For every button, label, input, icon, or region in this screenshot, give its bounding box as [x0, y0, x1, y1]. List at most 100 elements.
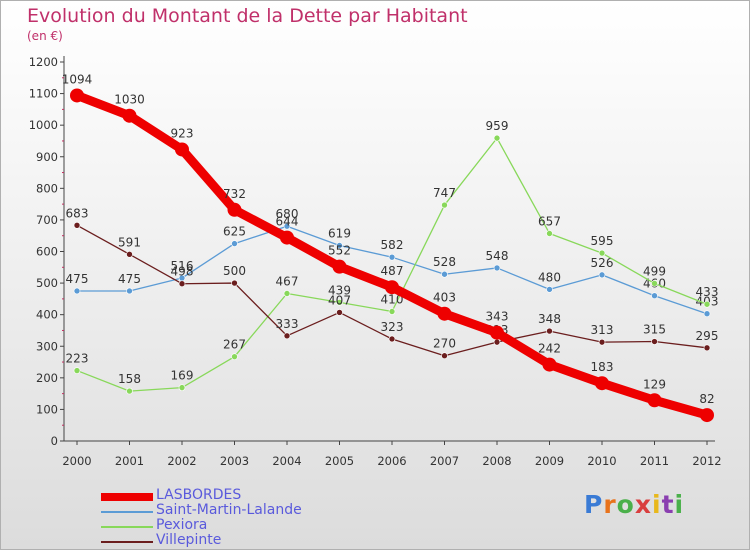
data-label: 959	[486, 119, 509, 133]
data-label: 732	[223, 187, 246, 201]
data-point	[178, 280, 186, 288]
data-label: 223	[66, 352, 89, 366]
legend-label: Saint-Martin-Lalande	[156, 502, 302, 518]
legend-swatch	[101, 526, 153, 528]
data-label: 467	[276, 275, 299, 289]
data-point	[493, 134, 501, 142]
y-tick-label: 300	[36, 339, 58, 353]
data-point	[441, 270, 448, 278]
data-point	[280, 230, 294, 245]
y-tick-label: 1100	[29, 87, 58, 101]
data-point	[388, 335, 396, 343]
data-point	[231, 353, 238, 360]
data-label: 82	[699, 392, 714, 406]
series-lasbordes: 1094 1030 923 732 644 552 487 403 343 242 183 129 82	[62, 72, 715, 423]
data-point	[647, 393, 662, 408]
data-point	[651, 292, 658, 300]
data-point	[703, 344, 711, 352]
x-tick-label: 2002	[167, 454, 196, 468]
data-point	[70, 88, 84, 103]
data-label: 548	[486, 249, 509, 263]
x-tick-label: 2012	[692, 454, 721, 468]
series-pexiora: 223 158 169 267 467 439 410 747 959 657 595 499 433	[66, 119, 719, 395]
data-point	[437, 306, 452, 321]
data-label: 499	[643, 264, 666, 278]
data-point	[283, 222, 291, 230]
y-tick-label: 600	[36, 245, 58, 259]
data-label: 183	[591, 360, 614, 374]
series-saint-martin-lalande: 475475516625680619582528548480526460403	[66, 207, 718, 318]
data-point	[651, 338, 658, 345]
y-tick-label: 1200	[29, 55, 58, 69]
data-label: 591	[118, 235, 141, 249]
data-point	[493, 264, 501, 272]
x-tick-label: 2011	[640, 454, 669, 468]
data-point	[231, 279, 238, 287]
data-label: 348	[538, 312, 561, 326]
data-label: 267	[223, 338, 246, 352]
y-tick-label: 0	[51, 434, 58, 448]
data-label: 333	[276, 317, 299, 331]
y-tick-label: 800	[36, 181, 58, 195]
data-point	[388, 253, 396, 261]
data-point	[283, 332, 291, 340]
data-label: 323	[381, 320, 404, 334]
data-point	[441, 201, 448, 209]
data-point	[175, 142, 189, 157]
data-point	[598, 271, 606, 279]
data-label: 595	[591, 234, 614, 248]
data-label: 1094	[62, 72, 93, 86]
data-label: 475	[66, 272, 89, 286]
data-point	[126, 287, 133, 295]
data-label: 500	[223, 264, 246, 278]
legend-swatch	[101, 511, 153, 513]
y-tick-label: 500	[36, 276, 58, 290]
x-tick-label: 2010	[587, 454, 616, 468]
y-tick-label: 900	[36, 150, 58, 164]
chart-subtitle: (en €)	[27, 29, 63, 43]
legend-label: Pexiora	[156, 517, 208, 533]
data-label: 498	[171, 265, 194, 279]
data-label: 433	[696, 285, 719, 299]
data-point	[73, 367, 81, 374]
data-point	[385, 280, 399, 295]
data-point	[651, 280, 658, 287]
x-tick-label: 2003	[220, 454, 249, 468]
data-point	[546, 230, 553, 237]
legend-label: Villepinte	[156, 532, 222, 548]
data-point	[332, 259, 347, 274]
x-tick-label: 2007	[430, 454, 459, 468]
data-point	[336, 299, 343, 306]
legend-swatch	[101, 541, 153, 543]
data-label: 526	[591, 256, 614, 270]
data-point	[598, 338, 606, 346]
data-label: 683	[66, 206, 89, 220]
x-tick-label: 2006	[377, 454, 406, 468]
data-point	[227, 202, 242, 217]
series-villepinte: 683591498500333407323270313348313315295	[66, 206, 719, 360]
data-point	[336, 309, 343, 316]
data-label: 313	[591, 323, 614, 337]
brand-logo: Proxiti	[584, 490, 685, 519]
data-label: 158	[118, 372, 141, 386]
data-label: 407	[328, 293, 351, 307]
data-label: 516	[171, 259, 194, 273]
x-tick-label: 2009	[535, 454, 564, 468]
data-point	[703, 300, 711, 308]
data-label: 295	[696, 329, 719, 343]
data-label: 747	[433, 186, 456, 200]
data-label: 169	[171, 369, 194, 383]
data-point	[126, 251, 133, 258]
data-label: 552	[328, 244, 351, 258]
data-point	[73, 287, 81, 295]
data-label: 582	[381, 238, 404, 252]
x-tick-label: 2008	[482, 454, 511, 468]
data-label: 1030	[114, 93, 145, 107]
legend-swatch	[101, 493, 153, 501]
data-point	[73, 221, 81, 229]
data-point	[388, 308, 396, 315]
x-tick-label: 2001	[115, 454, 144, 468]
data-label: 343	[486, 310, 509, 324]
